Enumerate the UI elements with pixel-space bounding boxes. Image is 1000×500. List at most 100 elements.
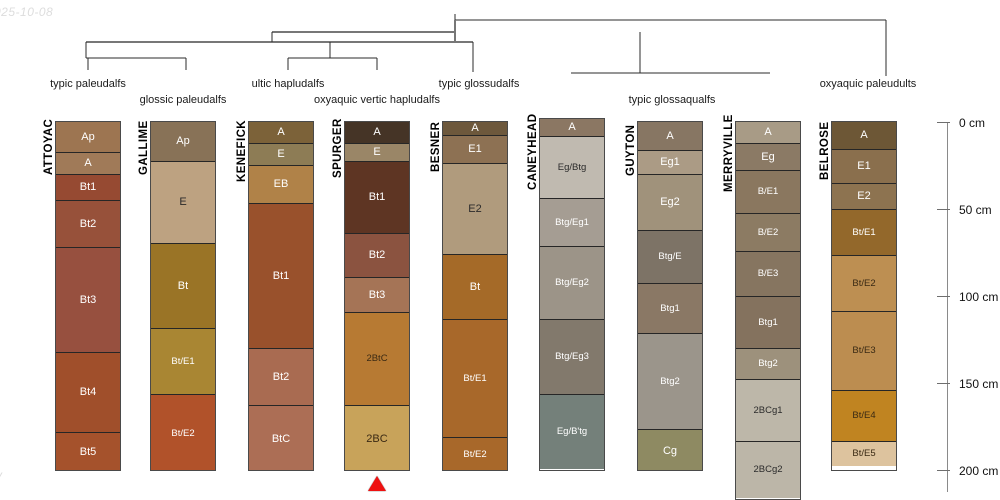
horizon-segment[interactable]: B/E2: [736, 214, 800, 252]
horizon-segment[interactable]: Bt3: [345, 278, 409, 313]
horizon-label: Bt/E2: [852, 277, 876, 289]
horizon-label: 2BtC: [366, 353, 388, 365]
horizon-segment[interactable]: 2BCg1: [736, 380, 800, 442]
horizon-segment[interactable]: 2BC: [345, 406, 409, 470]
horizon-label: Bt/E2: [463, 449, 487, 461]
horizon-segment[interactable]: 2BtC: [345, 313, 409, 406]
horizon-segment[interactable]: Btg1: [736, 297, 800, 349]
horizon-segment[interactable]: BtC: [249, 406, 313, 470]
horizon-label: Btg2: [660, 375, 680, 387]
red-triangle-marker[interactable]: [368, 476, 386, 491]
horizon-label: E2: [857, 190, 871, 202]
horizon-label: A: [471, 122, 479, 134]
horizon-segment[interactable]: E: [249, 144, 313, 166]
horizon-segment[interactable]: B/E1: [736, 171, 800, 214]
horizon-stack-spurger: A E Bt1 Bt2 Bt3 2BtC 2BC: [344, 121, 410, 471]
horizon-segment[interactable]: Bt2: [249, 349, 313, 406]
horizon-segment[interactable]: Eg: [736, 144, 800, 171]
horizon-segment[interactable]: A: [832, 122, 896, 150]
horizon-segment[interactable]: A: [56, 153, 120, 175]
horizon-label: Btg/Eg3: [555, 351, 589, 363]
horizon-segment[interactable]: Eg/B'tg: [540, 395, 604, 469]
horizon-segment[interactable]: Bt/E3: [832, 312, 896, 391]
horizon-label: B/E1: [757, 186, 779, 198]
horizon-label: E1: [857, 160, 871, 172]
horizon-segment[interactable]: Bt1: [249, 204, 313, 349]
horizon-segment[interactable]: 2BCg2: [736, 442, 800, 498]
horizon-segment[interactable]: Bt/E2: [151, 395, 215, 470]
horizon-segment[interactable]: E: [151, 162, 215, 244]
horizon-segment[interactable]: Bt2: [56, 201, 120, 248]
horizon-label: A: [764, 126, 772, 138]
horizon-segment[interactable]: Btg2: [638, 334, 702, 430]
horizon-segment[interactable]: Bt5: [56, 433, 120, 470]
horizon-segment[interactable]: Bt3: [56, 248, 120, 353]
horizon-label: Eg/B'tg: [556, 426, 588, 438]
horizon-segment[interactable]: Btg1: [638, 284, 702, 334]
horizon-segment[interactable]: Eg1: [638, 151, 702, 175]
horizon-segment[interactable]: Bt1: [56, 175, 120, 201]
horizon-label: Bt3: [79, 293, 97, 306]
column-title-attoyac: ATTOYAC: [43, 118, 55, 175]
horizon-label: Eg/Btg: [557, 161, 587, 173]
horizon-label: E1: [468, 143, 482, 155]
horizon-segment[interactable]: Eg/Btg: [540, 137, 604, 199]
horizon-segment[interactable]: EB: [249, 166, 313, 204]
horizon-segment[interactable]: A: [345, 122, 409, 144]
horizon-stack-belrose: A E1 E2 Bt/E1 Bt/E2 Bt/E3 Bt/E4 Bt/E5: [831, 121, 897, 471]
horizon-segment[interactable]: E: [345, 144, 409, 162]
horizon-segment[interactable]: Btg/Eg1: [540, 199, 604, 247]
horizon-segment[interactable]: Bt2: [345, 234, 409, 278]
depth-tick: [937, 209, 950, 211]
horizon-label: Bt2: [272, 370, 290, 383]
horizon-label: A: [84, 157, 92, 169]
horizon-segment[interactable]: A: [540, 119, 604, 137]
horizon-segment[interactable]: E1: [443, 136, 507, 164]
watermark-top-date: 025-10-08: [0, 5, 54, 19]
horizon-segment[interactable]: Ap: [151, 122, 215, 162]
horizon-label: Bt/E1: [852, 226, 876, 238]
horizon-label: BtC: [271, 432, 291, 445]
horizon-segment[interactable]: A: [443, 122, 507, 136]
horizon-label: Bt1: [272, 269, 290, 282]
horizon-segment[interactable]: Bt1: [345, 162, 409, 234]
taxonomy-label-5: typic glossaqualfs: [628, 94, 716, 106]
horizon-label: Btg1: [660, 302, 680, 314]
column-title-kenefick: KENEFICK: [236, 120, 248, 182]
horizon-segment[interactable]: A: [736, 122, 800, 144]
horizon-segment[interactable]: Eg2: [638, 175, 702, 231]
horizon-segment[interactable]: E2: [443, 164, 507, 255]
horizon-stack-guyton: A Eg1 Eg2 Btg/E Btg1 Btg2 Cg: [637, 121, 703, 471]
horizon-segment[interactable]: Btg/E: [638, 231, 702, 284]
horizon-label: E: [277, 148, 285, 160]
horizon-label: Eg1: [660, 156, 680, 168]
horizon-stack-kenefick: A E EB Bt1 Bt2 BtC: [248, 121, 314, 471]
horizon-segment[interactable]: Bt/E1: [832, 210, 896, 256]
horizon-segment[interactable]: E2: [832, 184, 896, 210]
taxonomy-label-2: ultic hapludalfs: [251, 78, 325, 90]
horizon-segment[interactable]: Bt/E5: [832, 442, 896, 466]
horizon-segment[interactable]: Bt/E4: [832, 391, 896, 442]
horizon-segment[interactable]: Bt/E1: [443, 320, 507, 438]
horizon-segment[interactable]: Bt/E2: [832, 256, 896, 312]
horizon-segment[interactable]: Bt: [443, 255, 507, 320]
horizon-segment[interactable]: E1: [832, 150, 896, 184]
horizon-segment[interactable]: Bt: [151, 244, 215, 329]
horizon-segment[interactable]: Btg2: [736, 349, 800, 380]
horizon-label: Bt/E3: [852, 345, 876, 357]
horizon-segment[interactable]: A: [638, 122, 702, 151]
horizon-label: Btg/Eg2: [555, 277, 589, 289]
horizon-segment[interactable]: Ap: [56, 122, 120, 153]
horizon-label: Bt1: [79, 181, 97, 193]
taxonomy-dendrogram: [0, 0, 1000, 118]
depth-tick: [937, 470, 950, 472]
horizon-segment[interactable]: Cg: [638, 430, 702, 470]
horizon-segment[interactable]: Bt/E2: [443, 438, 507, 470]
horizon-segment[interactable]: A: [249, 122, 313, 144]
horizon-segment[interactable]: Bt4: [56, 353, 120, 433]
horizon-stack-merryville: A Eg B/E1 B/E2 B/E3 Btg1 Btg2 2BCg1 2BCg2: [735, 121, 801, 500]
horizon-segment[interactable]: Btg/Eg2: [540, 247, 604, 320]
horizon-segment[interactable]: B/E3: [736, 252, 800, 297]
horizon-segment[interactable]: Bt/E1: [151, 329, 215, 395]
horizon-segment[interactable]: Btg/Eg3: [540, 320, 604, 395]
